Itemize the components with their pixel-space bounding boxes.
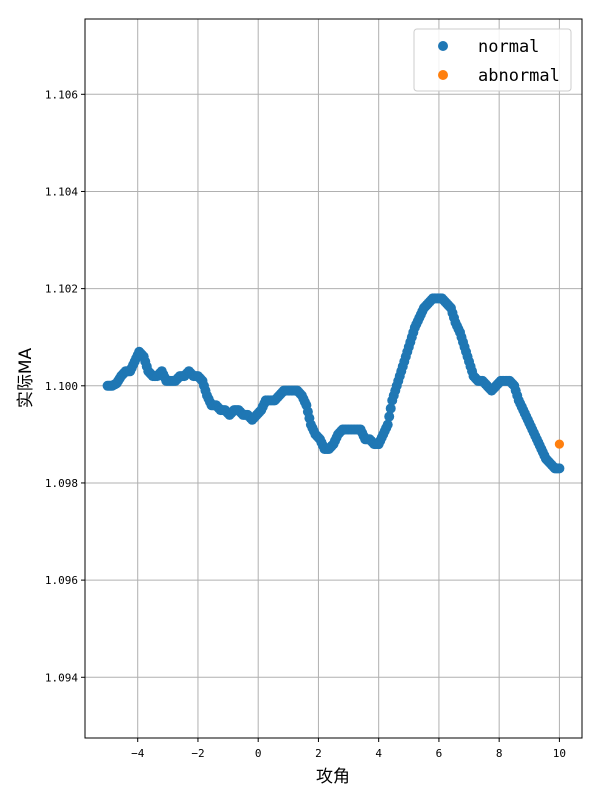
legend-box — [413, 28, 572, 92]
x-tick-label: −4 — [131, 747, 145, 760]
x-tick-label: 6 — [436, 747, 443, 760]
point-normal — [384, 411, 395, 422]
y-axis-ticks: 1.094 1.096 1.098 1.100 1.102 1.104 1.106 — [45, 88, 85, 684]
point-normal — [385, 403, 396, 414]
x-axis-ticks: −4 −2 0 2 4 6 8 10 — [131, 738, 566, 760]
x-tick-label: −2 — [191, 747, 204, 760]
x-tick-label: 4 — [375, 747, 382, 760]
legend: normal abnormal — [413, 28, 572, 92]
plot-frame — [84, 18, 583, 739]
point-normal — [382, 419, 393, 430]
y-tick-label: 1.104 — [45, 185, 78, 198]
data-points — [102, 293, 565, 474]
legend-marker-normal — [438, 41, 448, 51]
point-normal — [554, 463, 565, 474]
y-axis-title: 实际MA — [16, 347, 36, 408]
x-tick-label: 2 — [315, 747, 322, 760]
point-abnormal — [554, 439, 565, 449]
y-tick-label: 1.102 — [45, 283, 78, 296]
x-tick-label: 10 — [553, 747, 566, 760]
x-axis-title: 攻角 — [316, 767, 350, 787]
legend-label-normal: normal — [478, 37, 539, 57]
y-tick-label: 1.096 — [45, 574, 78, 587]
y-tick-label: 1.100 — [45, 380, 78, 393]
x-tick-label: 0 — [255, 747, 262, 760]
y-tick-label: 1.106 — [45, 88, 78, 101]
y-tick-label: 1.094 — [45, 671, 78, 684]
x-tick-label: 8 — [496, 747, 503, 760]
series-abnormal — [554, 439, 565, 449]
legend-label-abnormal: abnormal — [478, 66, 560, 86]
series-normal — [102, 293, 565, 474]
legend-marker-abnormal — [438, 70, 448, 80]
y-tick-label: 1.098 — [45, 477, 78, 490]
